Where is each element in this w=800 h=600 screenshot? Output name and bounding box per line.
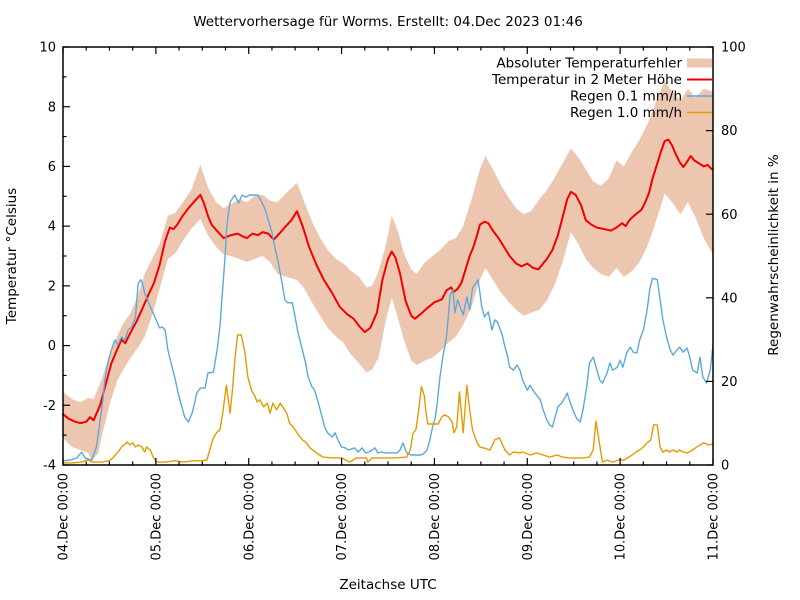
y-right-tick-label: 0 — [721, 459, 729, 474]
y-left-tick-label: 0 — [48, 339, 56, 354]
legend-label: Regen 0.1 mm/h — [570, 89, 682, 105]
absoluter-temperaturfehler-band — [63, 81, 713, 461]
y-left-tick-label: 2 — [48, 279, 56, 294]
x-tick-label: 08.Dec 00:00 — [428, 473, 443, 560]
x-tick-label: 04.Dec 00:00 — [57, 473, 72, 560]
y-right-axis-label: Regenwahrscheinlichkeit in % — [766, 154, 782, 356]
legend-label: Absoluter Temperaturfehler — [496, 56, 682, 72]
tick-labels: 04.Dec 00:00 05.Dec 00:00 06.Dec 00:00 07.D… — [39, 41, 745, 561]
legend-label: Regen 1.0 mm/h — [570, 105, 682, 121]
x-tick-label: 10.Dec 00:00 — [614, 473, 629, 560]
y-right-tick-label: 80 — [721, 124, 738, 139]
regen-1-0-mm-h-line — [62, 334, 714, 464]
y-right-tick-label: 100 — [721, 41, 746, 56]
y-left-tick-label: -4 — [43, 459, 56, 474]
legend-item-regen-1-0-mm-h: Regen 1.0 mm/h — [570, 105, 712, 121]
y-right-tick-label: 40 — [721, 291, 738, 306]
x-axis-label: Zeitachse UTC — [339, 577, 436, 593]
plot-area — [62, 81, 714, 464]
x-tick-label: 07.Dec 00:00 — [335, 473, 350, 560]
y-left-tick-label: 4 — [48, 220, 56, 235]
x-tick-label: 09.Dec 00:00 — [521, 473, 536, 560]
legend-swatch-absoluter-temperaturfehler — [687, 58, 712, 68]
legend-item-temperatur-in-2-meter-h-he: Temperatur in 2 Meter Höhe — [491, 72, 712, 88]
y-right-tick-label: 60 — [721, 208, 738, 223]
y-left-tick-label: 8 — [48, 100, 56, 115]
x-tick-label: 05.Dec 00:00 — [149, 473, 164, 560]
legend-item-regen-0-1-mm-h: Regen 0.1 mm/h — [570, 89, 712, 105]
y-right-tick-label: 20 — [721, 375, 738, 390]
chart-title: Wettervorhersage für Worms. Erstellt: 04… — [193, 14, 583, 30]
legend-label: Temperatur in 2 Meter Höhe — [491, 72, 682, 88]
y-left-tick-label: 10 — [39, 41, 56, 56]
x-tick-label: 11.Dec 00:00 — [707, 473, 722, 560]
plot-border — [62, 46, 714, 466]
y-left-axis-label: Temperatur °Celsius — [4, 188, 20, 325]
x-tick-label: 06.Dec 00:00 — [242, 473, 257, 560]
legend-item-absoluter-temperaturfehler: Absoluter Temperaturfehler — [496, 56, 712, 72]
y-left-tick-label: -2 — [43, 399, 56, 414]
regen-0-1-mm-h-line — [62, 194, 714, 462]
temperatur-in-2-meter-h-he-line — [62, 138, 714, 425]
y-left-tick-label: 6 — [48, 160, 56, 175]
